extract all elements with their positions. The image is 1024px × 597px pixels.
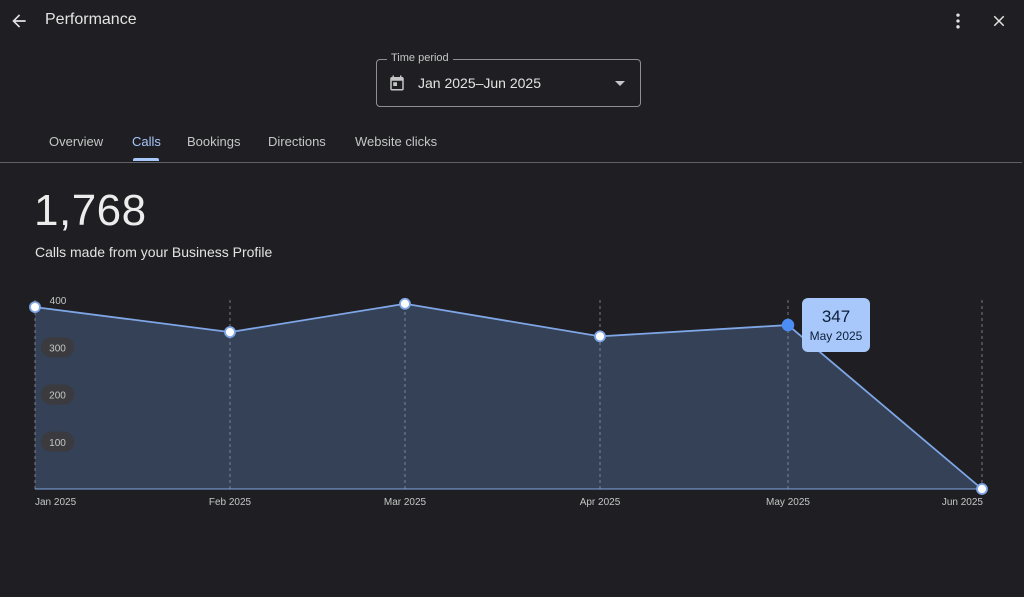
x-tick-label: Feb 2025	[209, 497, 252, 508]
top-bar: Performance	[0, 0, 1024, 44]
metric-tabs: Overview Calls Bookings Directions Websi…	[0, 124, 1024, 162]
back-button[interactable]	[6, 8, 32, 34]
x-tick-label: Apr 2025	[580, 497, 621, 508]
active-tab-indicator	[133, 158, 159, 161]
series-line	[34, 302, 983, 490]
y-tick-label: 300	[49, 343, 66, 354]
y-tick-pill	[41, 337, 74, 358]
y-tick-label: 200	[49, 391, 66, 402]
chart-area-fill	[35, 303, 982, 489]
x-tick-label: May 2025	[766, 497, 810, 508]
tab-calls[interactable]: Calls	[132, 134, 161, 149]
page-title: Performance	[45, 11, 137, 28]
tab-bookings[interactable]: Bookings	[187, 134, 241, 149]
chart-tooltip: 347 May 2025	[802, 298, 870, 352]
close-icon	[993, 15, 1005, 27]
tabs-divider	[0, 162, 1022, 163]
data-point	[29, 301, 41, 313]
total-calls-label: Calls made from your Business Profile	[35, 244, 273, 260]
calls-chart: 100 200 300 400 Jan 2025 Feb 2025 Mar 2025 Apr …	[29, 296, 988, 508]
arrow-back-icon	[12, 14, 26, 28]
data-point	[976, 483, 988, 495]
y-tick-label: 400	[50, 296, 67, 307]
x-tick-label: Jan 2025	[35, 497, 77, 508]
dropdown-arrow-icon	[615, 81, 625, 86]
tab-directions[interactable]: Directions	[268, 134, 326, 149]
more-vert-icon	[956, 13, 960, 29]
close-button[interactable]	[987, 9, 1011, 33]
x-tick-label: Mar 2025	[384, 497, 427, 508]
data-point	[399, 297, 411, 310]
y-tick-label: 100	[49, 438, 66, 449]
y-tick-pill	[41, 384, 74, 405]
more-options-button[interactable]	[946, 9, 970, 33]
tab-website-clicks[interactable]: Website clicks	[355, 134, 438, 149]
x-tick-label: Jun 2025	[942, 497, 984, 508]
time-period-label: Time period	[387, 52, 453, 64]
calendar-icon	[390, 75, 404, 91]
tooltip-month: May 2025	[809, 329, 863, 343]
tab-overview[interactable]: Overview	[49, 134, 104, 149]
data-point-selected	[781, 318, 795, 332]
total-calls-value: 1,768	[34, 186, 147, 235]
y-tick-pill	[41, 431, 74, 452]
tooltip-value: 347	[821, 307, 851, 326]
time-period-select[interactable]: Time period Jan 2025–Jun 2025	[376, 52, 641, 107]
data-point	[224, 326, 236, 339]
data-point	[594, 330, 606, 343]
time-period-value: Jan 2025–Jun 2025	[418, 75, 541, 91]
